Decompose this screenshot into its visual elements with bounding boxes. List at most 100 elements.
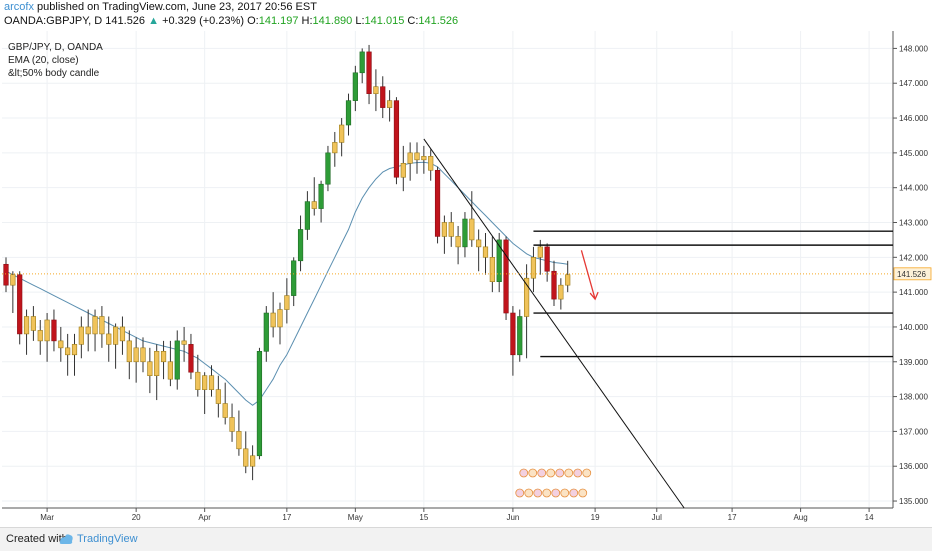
candle-body: [455, 236, 461, 248]
y-tick-label: 147.000: [899, 79, 928, 88]
y-tick-label: 146.000: [899, 114, 928, 123]
candle-body: [92, 316, 98, 335]
y-tick-label: 137.000: [899, 427, 928, 436]
candle-body: [208, 375, 215, 390]
candle-body: [476, 239, 482, 248]
event-marker: [542, 488, 552, 498]
candle-body: [256, 351, 263, 457]
close-value: 141.526: [418, 15, 459, 27]
open-label: O:: [247, 15, 259, 27]
y-tick-label: 135.000: [899, 497, 928, 506]
time-axis: Mar20Apr17May15Jun19Jul17Aug14Sep18: [40, 508, 874, 522]
candle-body: [270, 312, 276, 328]
candle-body: [482, 246, 489, 258]
event-marker: [519, 468, 529, 478]
candle-body: [65, 347, 71, 356]
candle-body: [71, 344, 78, 356]
price-chart[interactable]: 141.526 135.000 136.000 137.000 138.000 139.…: [0, 30, 932, 525]
candle-body: [537, 246, 543, 258]
candle-body: [366, 51, 372, 94]
candle-body: [469, 218, 475, 241]
candle-body: [565, 274, 571, 286]
y-tick-label: 148.000: [899, 44, 928, 53]
candle-body: [297, 229, 304, 262]
candle-body: [188, 344, 194, 373]
close-label: C:: [407, 15, 419, 27]
x-tick-label: Aug: [793, 513, 807, 522]
candle-body: [400, 163, 406, 178]
chart-header: arcofx published on TradingView.com, Jun…: [0, 0, 932, 28]
candle-body: [113, 326, 119, 345]
candle-body: [229, 417, 235, 432]
candle-body: [428, 156, 434, 171]
candle-body: [332, 142, 338, 154]
candle-body: [434, 169, 441, 237]
event-marker: [515, 488, 525, 498]
footer-bar: Created with TradingView: [0, 527, 932, 551]
candle-body: [551, 270, 557, 300]
candle-body: [51, 319, 57, 342]
y-tick-label: 139.000: [899, 358, 928, 367]
event-marker: [569, 488, 579, 498]
legend-symbol: GBP/JPY, D, OANDA: [8, 42, 103, 53]
candle-body: [181, 340, 187, 345]
author-link[interactable]: arcofx: [4, 1, 34, 13]
candle-body: [359, 51, 365, 74]
grid-lines: [2, 31, 893, 508]
candle-body: [126, 340, 132, 363]
low-label: L:: [355, 15, 365, 27]
candle-body: [558, 284, 564, 300]
candle-body: [386, 100, 393, 108]
candle-body: [304, 201, 311, 230]
published-text: published on TradingView.com, June 23, 2…: [37, 1, 317, 13]
candle-body: [380, 86, 386, 108]
candle-body: [133, 347, 139, 363]
candle-body: [489, 257, 495, 282]
high-label: H:: [301, 15, 313, 27]
event-marks: [515, 468, 592, 498]
candle-body: [140, 347, 146, 363]
tradingview-brand[interactable]: TradingView: [77, 533, 138, 545]
event-marker: [560, 488, 570, 498]
candle-body: [250, 455, 256, 467]
candle-body: [202, 375, 208, 390]
down-arrow-line: [580, 250, 596, 300]
tradingview-logo-icon: [59, 534, 73, 544]
candle-body: [37, 330, 43, 342]
quote-line: OANDA:GBPJPY, D 141.526 ▲ +0.329 (+0.23%…: [4, 15, 458, 27]
event-marker: [555, 468, 565, 478]
candle-body: [284, 295, 290, 310]
candle-body: [496, 239, 502, 282]
candle-body: [414, 152, 420, 161]
chart-legend: GBP/JPY, D, OANDA EMA (20, close) &lt;50…: [8, 41, 103, 80]
candle-body: [318, 183, 324, 209]
candle-body: [167, 361, 174, 380]
x-tick-label: 14: [865, 513, 874, 522]
candle-body: [58, 340, 64, 349]
candle-body: [17, 274, 23, 335]
y-tick-label: 145.000: [899, 149, 928, 158]
candle-body: [530, 257, 537, 279]
open-value: 141.197: [258, 15, 299, 27]
price-axis: 135.000 136.000 137.000 138.000 139.000 140.0…: [893, 44, 928, 506]
candle-body: [106, 333, 112, 345]
x-tick-label: Apr: [198, 513, 211, 522]
candle-body: [345, 100, 352, 126]
high-value: 141.890: [312, 15, 353, 27]
event-marker: [537, 468, 547, 478]
candle-body: [222, 403, 228, 418]
candle-body: [517, 316, 523, 356]
last-price-text: 141.526: [105, 15, 146, 27]
event-marker: [546, 468, 556, 478]
candle-body: [339, 124, 345, 143]
candle-body: [195, 371, 201, 390]
candle-body: [23, 316, 30, 335]
x-tick-label: May: [348, 513, 363, 522]
y-tick-label: 138.000: [899, 393, 928, 402]
candle-body: [421, 156, 427, 161]
candle-body: [441, 222, 448, 237]
x-tick-label: 19: [591, 513, 600, 522]
candle-body: [78, 326, 84, 345]
y-tick-label: 142.000: [899, 253, 928, 262]
y-tick-label: 141.000: [899, 288, 928, 297]
